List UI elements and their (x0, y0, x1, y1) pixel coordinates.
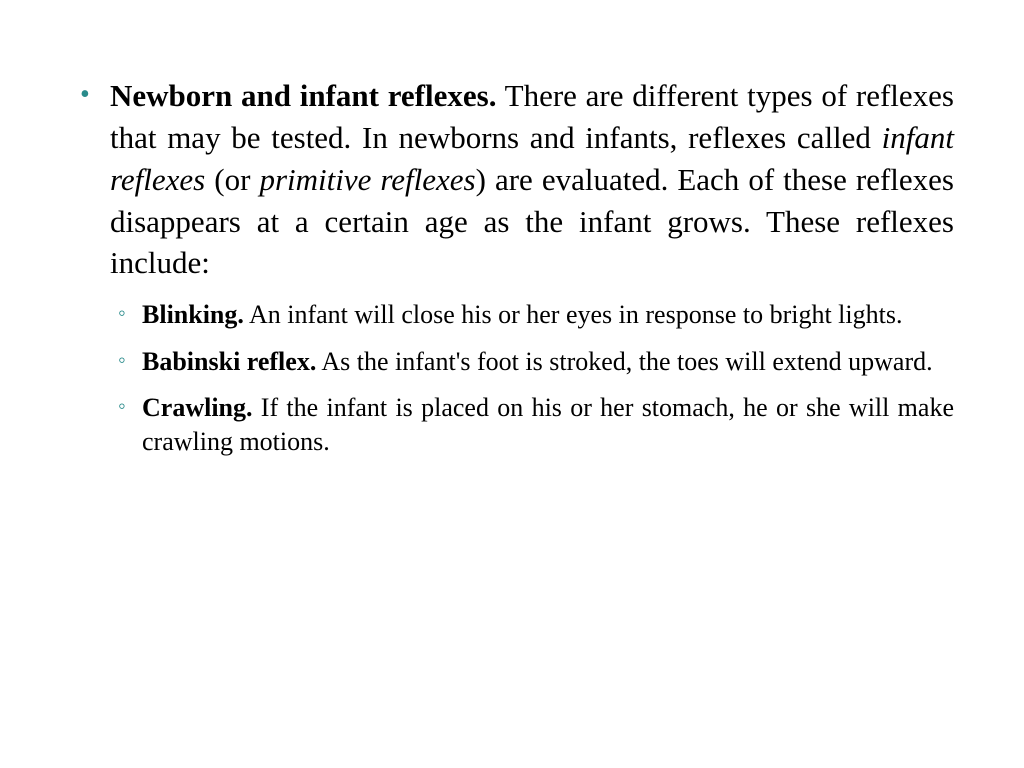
inner-list-item: Crawling. If the infant is placed on his… (110, 391, 954, 460)
inner-list: Blinking. An infant will close his or he… (110, 298, 954, 459)
inner-lead-bold: Babinski reflex. (142, 347, 316, 376)
outer-list-item: Newborn and infant reflexes. There are d… (70, 75, 954, 459)
inner-lead-bold: Crawling. (142, 393, 253, 422)
inner-list-item: Blinking. An infant will close his or he… (110, 298, 954, 332)
outer-italic-2: primitive reflexes (259, 162, 475, 197)
outer-list: Newborn and infant reflexes. There are d… (70, 75, 954, 459)
outer-body-2: (or (205, 162, 259, 197)
outer-lead-bold: Newborn and infant reflexes. (110, 78, 496, 113)
inner-lead-bold: Blinking. (142, 300, 244, 329)
inner-body: An infant will close his or her eyes in … (244, 300, 903, 329)
inner-body: If the infant is placed on his or her st… (142, 393, 954, 456)
inner-body: As the infant's foot is stroked, the toe… (316, 347, 932, 376)
inner-list-item: Babinski reflex. As the infant's foot is… (110, 345, 954, 379)
